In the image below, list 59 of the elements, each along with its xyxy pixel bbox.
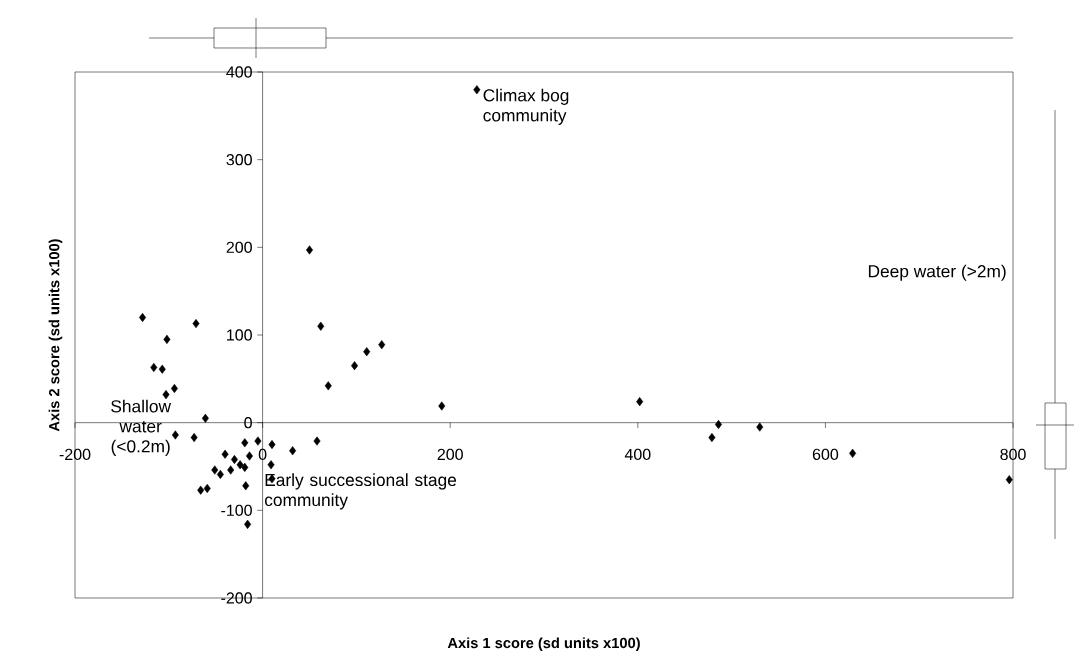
point <box>438 401 446 411</box>
point <box>150 362 158 372</box>
y-axis-title: Axis 2 score (sd units x100) <box>48 239 63 432</box>
point <box>158 364 166 374</box>
point <box>171 430 179 440</box>
point <box>246 451 253 461</box>
point <box>849 448 857 458</box>
point <box>756 422 764 432</box>
point <box>203 483 211 493</box>
point <box>211 465 219 475</box>
point <box>192 319 200 329</box>
y-tick-label: -200 <box>221 592 252 604</box>
point <box>170 383 178 394</box>
y-tick-label: -100 <box>221 504 252 516</box>
point <box>227 465 235 475</box>
point <box>378 340 386 350</box>
x-tick-label: 0 <box>258 448 267 461</box>
point <box>244 519 252 529</box>
point <box>708 433 716 443</box>
x-tick-label: 600 <box>812 448 839 461</box>
point <box>306 245 313 255</box>
x-tick-label: 800 <box>1000 448 1026 461</box>
point <box>324 381 332 391</box>
point <box>197 485 205 495</box>
point <box>254 436 262 446</box>
point <box>317 321 325 331</box>
annotation: Early successional stage community <box>264 473 457 510</box>
point <box>241 462 249 472</box>
legend-label: Climax bog community <box>483 88 569 125</box>
point <box>242 481 250 491</box>
point <box>1005 475 1013 485</box>
point <box>201 413 209 423</box>
x-tick-label: 200 <box>437 448 463 461</box>
annotation: Shallow water (<0.2m) <box>111 399 172 456</box>
point <box>236 460 244 470</box>
point <box>221 449 229 459</box>
point <box>636 397 644 407</box>
y-tick-label: 200 <box>226 241 252 253</box>
point <box>163 334 171 344</box>
point <box>289 446 297 456</box>
point <box>241 438 249 448</box>
y-tick-label: 0 <box>244 417 252 429</box>
point <box>190 433 198 443</box>
point <box>313 436 321 446</box>
point <box>363 347 371 357</box>
y-tick-label: 300 <box>226 154 252 166</box>
point <box>216 469 224 479</box>
y-tick-label: 100 <box>227 329 252 341</box>
point <box>162 390 170 400</box>
x-tick-label: 400 <box>624 448 651 461</box>
point <box>715 419 722 429</box>
x-tick-label: -200 <box>59 448 91 461</box>
point <box>351 361 359 371</box>
x-axis-title: Axis 1 score (sd units x100) <box>447 637 640 652</box>
point <box>267 460 275 470</box>
point <box>268 440 276 450</box>
y-tick-label: 400 <box>226 66 252 78</box>
point <box>139 312 147 323</box>
annotation: Deep water (>2m) <box>868 264 1006 281</box>
